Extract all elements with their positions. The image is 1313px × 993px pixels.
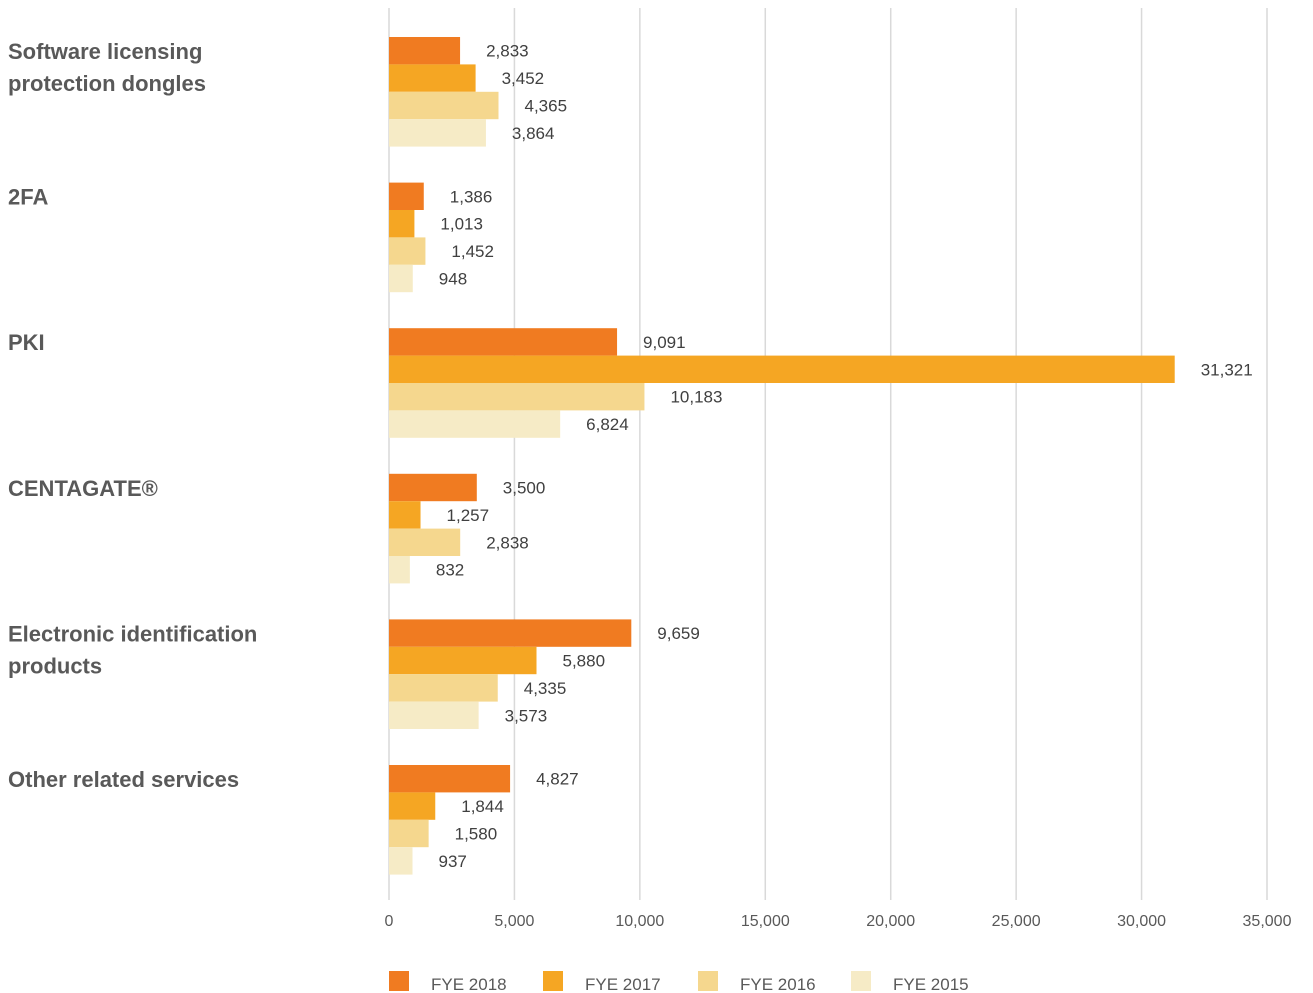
bar <box>389 237 426 265</box>
bar <box>389 64 476 92</box>
x-tick-label: 30,000 <box>1117 913 1166 930</box>
data-label: 3,864 <box>512 124 555 143</box>
bar <box>389 383 645 411</box>
legend-swatch <box>698 971 718 991</box>
data-label: 4,365 <box>524 97 567 116</box>
bar <box>389 501 421 529</box>
x-tick-label: 15,000 <box>741 913 790 930</box>
data-label: 1,844 <box>461 797 504 816</box>
data-label: 4,335 <box>524 679 567 698</box>
data-label: 1,580 <box>455 825 498 844</box>
bar <box>389 91 499 120</box>
bars <box>389 37 1175 875</box>
data-label: 1,452 <box>451 242 494 261</box>
x-tick-label: 35,000 <box>1243 913 1292 930</box>
bar <box>389 701 479 729</box>
bar <box>389 328 618 356</box>
data-label: 832 <box>436 561 464 580</box>
category-label: Electronic identification <box>8 621 257 646</box>
category-label: CENTAGATE® <box>8 476 158 501</box>
legend-label: FYE 2015 <box>893 975 969 993</box>
x-tick-label: 20,000 <box>866 913 915 930</box>
data-label: 1,257 <box>447 506 490 525</box>
x-tick-label: 5,000 <box>494 913 534 930</box>
legend-swatch <box>543 971 563 991</box>
x-tick-label: 25,000 <box>992 913 1041 930</box>
bar <box>389 619 632 647</box>
bar <box>389 792 436 820</box>
bar <box>389 528 461 556</box>
gridlines <box>388 8 1268 900</box>
data-label: 9,659 <box>657 624 700 643</box>
data-label: 4,827 <box>536 770 579 789</box>
data-label: 9,091 <box>643 333 686 352</box>
bar <box>389 355 1175 383</box>
data-labels: 2,833 1,386 9,091 3,500 9,659 4,827 3,452 1,013… <box>436 42 1253 871</box>
legend-swatch <box>389 971 409 991</box>
data-label: 3,573 <box>505 706 548 725</box>
category-label: PKI <box>8 330 45 355</box>
bar <box>389 847 413 875</box>
category-label: Software licensing <box>8 39 202 64</box>
data-label: 5,880 <box>563 652 606 671</box>
data-label: 937 <box>439 852 467 871</box>
x-tick-label: 0 <box>385 913 394 930</box>
bar <box>389 264 413 293</box>
category-labels: Software licensing protection dongles 2FA P… <box>8 39 257 792</box>
legend: FYE 2018 FYE 2017 FYE 2016 FYE 2015 <box>389 971 969 993</box>
category-label: Other related services <box>8 767 239 792</box>
bar <box>389 182 424 210</box>
legend-label: FYE 2018 <box>431 975 507 993</box>
category-label: 2FA <box>8 185 48 210</box>
x-tick-label: 10,000 <box>615 913 664 930</box>
data-label: 6,824 <box>586 415 629 434</box>
data-label: 3,452 <box>502 69 545 88</box>
bar <box>389 473 477 502</box>
bar <box>389 210 415 238</box>
legend-label: FYE 2016 <box>740 975 816 993</box>
bar <box>389 674 498 702</box>
data-label: 1,386 <box>450 187 493 206</box>
legend-swatch <box>851 971 871 991</box>
bar <box>389 819 429 848</box>
category-label: products <box>8 653 102 678</box>
category-label: protection dongles <box>8 71 206 96</box>
bar <box>389 37 461 65</box>
data-label: 31,321 <box>1201 360 1253 379</box>
bar <box>389 646 537 675</box>
data-label: 948 <box>439 270 467 289</box>
x-axis-tick-labels: 0 5,000 10,000 15,000 20,000 25,000 30,000 35,0… <box>385 913 1292 930</box>
data-label: 2,833 <box>486 42 529 61</box>
data-label: 1,013 <box>440 215 483 234</box>
bar <box>389 556 410 584</box>
data-label: 2,838 <box>486 533 529 552</box>
bar <box>389 119 486 147</box>
legend-label: FYE 2017 <box>585 975 661 993</box>
bar <box>389 765 511 793</box>
bar <box>389 410 561 438</box>
data-label: 3,500 <box>503 479 546 498</box>
data-label: 10,183 <box>670 388 722 407</box>
